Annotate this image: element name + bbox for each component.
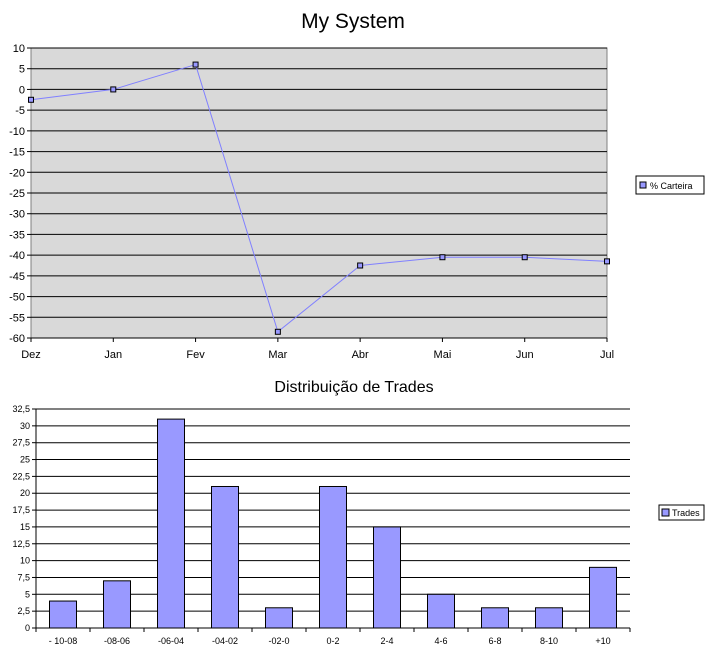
chart1-y-tick-label: -40 [9,250,25,262]
chart2-x-tick-label: -08-06 [104,636,130,646]
chart1-y-tick-label: 10 [13,43,25,55]
chart2-x-tick-label: -02-0 [268,636,289,646]
chart2-y-tick-label: 0 [25,623,30,633]
chart1-data-point [110,86,117,93]
chart2-legend-swatch [661,508,670,517]
chart1-data-point [521,254,528,261]
chart1-legend-swatch [639,181,647,189]
chart2-x-tick-label: 4-6 [434,636,447,646]
chart2-bar [211,485,239,629]
line-chart: My System 10 5 0 -5 -10 -15 -20 -25 -30 -35 -40 -45… [9,10,705,361]
chart2-bar [481,607,509,629]
chart2-legend-label: Trades [672,508,700,518]
chart1-x-tick-label: Dez [21,349,41,361]
chart2-y-tick-label: 32,5 [12,404,30,414]
chart1-data-point [192,61,199,68]
chart1-y-tick-label: -15 [9,147,25,159]
chart2-x-tick-label: 8-10 [540,636,558,646]
chart1-legend-label: % Carteira [650,181,693,191]
chart2-bar [427,593,455,629]
chart2-bar [589,566,617,629]
chart2-x-ticks: - 10-08 -08-06 -06-04 -04-02 -02-0 0-2 2-4 4-6 6… [35,628,631,646]
chart2-bar [49,600,77,629]
chart2-y-tick-label: 30 [20,421,30,431]
chart2-bar [535,607,563,629]
chart2-y-tick-label: 15 [20,522,30,532]
chart2-y-tick-label: 17,5 [12,505,30,515]
chart2-y-tick-label: 7,5 [17,572,30,582]
chart2-y-tick-label: 20 [20,488,30,498]
chart2-x-tick-label: +10 [595,636,610,646]
chart2-y-tick-label: 5 [25,589,30,599]
chart1-y-tick-label: 0 [19,84,25,96]
chart1-x-tick-label: Jul [600,349,614,361]
chart2-x-tick-label: - 10-08 [49,636,78,646]
chart1-x-tick-label: Abr [352,349,369,361]
chart1-y-tick-label: -30 [9,209,25,221]
chart1-y-tick-label: 5 [19,64,25,76]
chart2-x-tick-label: 2-4 [380,636,393,646]
chart1-x-tick-label: Jun [516,349,534,361]
chart1-y-tick-label: -10 [9,126,25,138]
chart1-x-tick-label: Jan [104,349,122,361]
chart1-y-tick-label: -60 [9,333,25,345]
chart1-data-point [274,328,281,335]
chart2-y-tick-label: 27,5 [12,438,30,448]
chart1-x-ticks: Dez Jan Fev Mar Abr Mai Jun Jul [21,338,614,361]
chart1-y-ticks: 10 5 0 -5 -10 -15 -20 -25 -30 -35 -40 -45 -50 -55 -60 [9,43,31,345]
chart2-x-tick-label: -04-02 [212,636,238,646]
chart1-data-point [439,254,446,261]
chart2-bar [373,526,401,629]
chart2-y-ticks: 0 2,5 5 7,5 10 12,5 15 17,5 20 22,5 25 27,5 30 32,5 [12,404,36,633]
chart1-points [28,61,610,335]
chart1-x-tick-label: Mar [268,349,287,361]
chart2-x-tick-label: -06-04 [158,636,184,646]
chart1-data-point [357,262,364,269]
chart1-legend: % Carteira [635,175,705,195]
chart1-x-tick-label: Fev [186,349,205,361]
chart2-bar [157,418,185,629]
chart2-legend: Trades [658,504,705,521]
chart1-x-tick-label: Mai [434,349,452,361]
chart2-bars [49,418,617,629]
chart2-bar [265,607,293,629]
chart1-data-point [28,96,34,103]
chart1-data-point [604,258,610,265]
chart2-y-tick-label: 2,5 [17,606,30,616]
chart1-y-tick-label: -25 [9,188,25,200]
chart2-y-tick-label: 12,5 [12,539,30,549]
chart1-title: My System [301,10,405,33]
chart1-series-line [30,63,608,333]
chart2-bar [319,485,347,629]
chart2-x-tick-label: 6-8 [488,636,501,646]
chart1-y-tick-label: -35 [9,229,25,241]
chart1-y-tick-label: -50 [9,292,25,304]
chart2-title: Distribuição de Trades [274,379,433,396]
chart2-y-tick-label: 25 [20,455,30,465]
chart2-y-tick-label: 22,5 [12,471,30,481]
chart2-y-tick-label: 10 [20,556,30,566]
chart1-y-tick-label: -45 [9,271,25,283]
chart1-gridlines [31,47,607,339]
chart2-bar [103,580,131,629]
bar-chart: Distribuição de Trades 0 2,5 5 7,5 10 12,5 15 1… [12,379,705,646]
chart1-y-tick-label: -5 [15,105,25,117]
chart1-y-tick-label: -55 [9,312,25,324]
chart1-y-tick-label: -20 [9,167,25,179]
chart2-x-tick-label: 0-2 [326,636,339,646]
